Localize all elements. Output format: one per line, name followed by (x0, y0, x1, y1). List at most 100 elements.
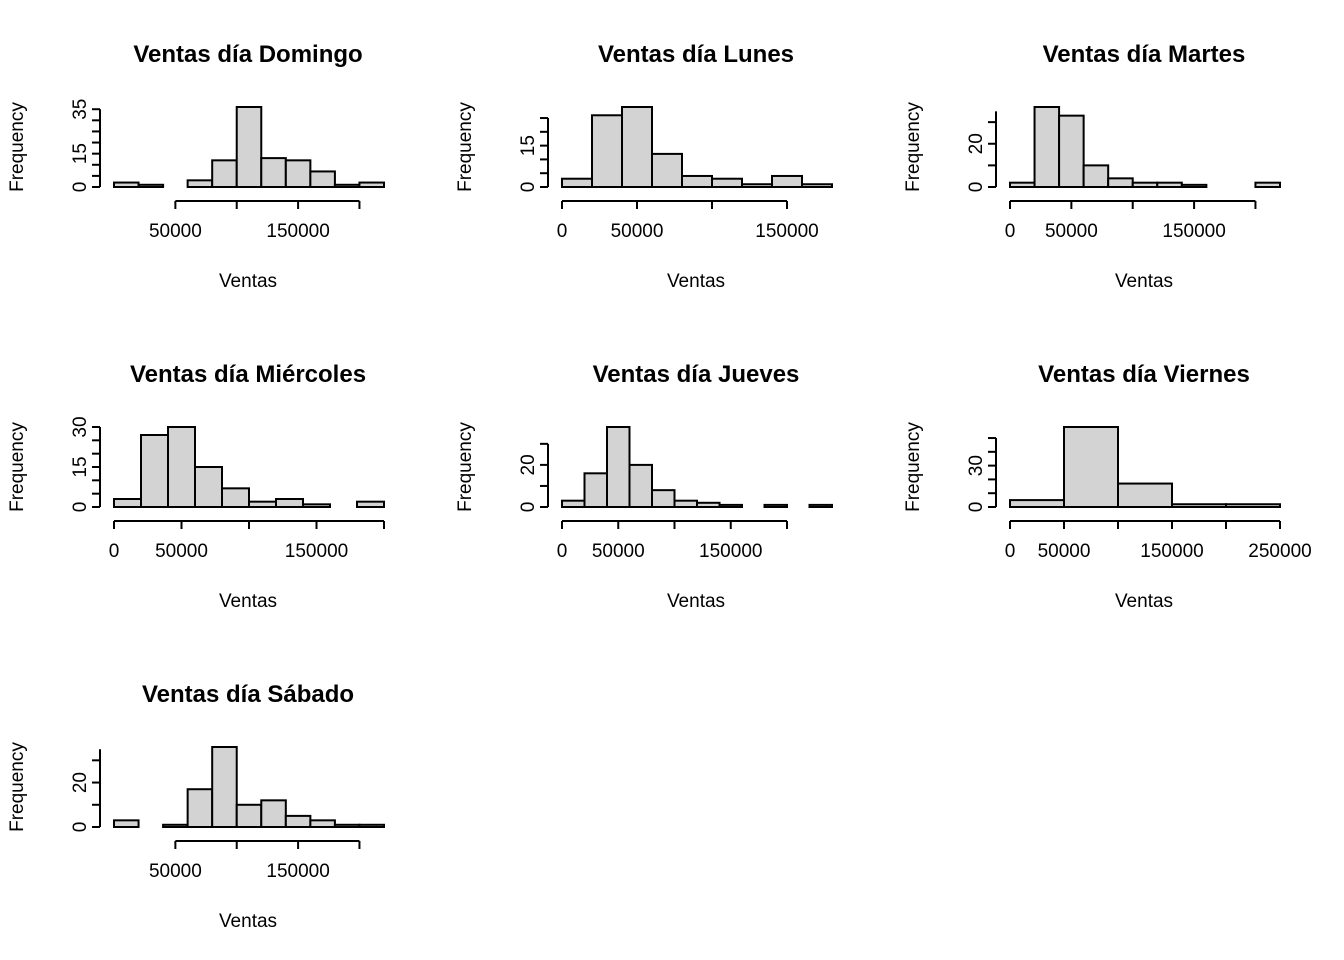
histogram-bar (248, 500, 277, 508)
x-tick-label: 250000 (1248, 541, 1311, 562)
x-tick-label: 50000 (149, 221, 202, 242)
x-axis-label: Ventas (667, 591, 725, 612)
histogram-bar (1254, 181, 1282, 188)
histogram-bar (113, 498, 142, 508)
y-tick-label: 0 (70, 502, 91, 513)
y-tick-label: 35 (70, 99, 91, 120)
x-tick-label: 0 (1005, 541, 1016, 562)
histogram-bar (284, 814, 312, 829)
x-axis-label: Ventas (219, 271, 277, 292)
histogram-bar (162, 823, 189, 828)
histogram-bar (561, 499, 586, 508)
y-tick-label: 30 (966, 455, 987, 476)
histogram-bar (651, 489, 676, 509)
x-tick-label: 0 (557, 221, 568, 242)
histogram-bar (628, 463, 653, 509)
histogram-bar (651, 152, 683, 188)
chart-title: Ventas día Martes (1043, 41, 1246, 68)
histogram-bar (591, 114, 623, 188)
y-tick-label: 15 (70, 456, 91, 477)
x-axis-label: Ventas (219, 911, 277, 932)
histogram-bar (718, 503, 743, 509)
y-tick-label: 20 (966, 133, 987, 154)
histogram-bar (1171, 503, 1227, 509)
histogram-bar (235, 803, 263, 828)
x-axis-label: Ventas (1115, 271, 1173, 292)
x-tick-label: 50000 (149, 861, 202, 882)
histogram-bar (1107, 177, 1134, 188)
histogram-panel: Ventas día Lunes 0 50000 150000 0 15 Ventas Fre… (455, 41, 833, 292)
histogram-panel: Ventas día Viernes 0 50000 150000 250000 0 30 V… (903, 361, 1312, 612)
x-axis-label: Ventas (667, 271, 725, 292)
y-tick-label: 30 (70, 416, 91, 437)
histogram-bar (711, 177, 743, 188)
histogram-bar (673, 499, 698, 508)
x-tick-label: 50000 (611, 221, 664, 242)
histogram-bar (260, 157, 287, 189)
histogram-bar (1117, 482, 1173, 509)
y-axis-label: Frequency (7, 102, 28, 192)
histogram-bar (1180, 183, 1208, 189)
y-tick-label: 0 (70, 822, 91, 833)
histogram-bar (1063, 426, 1119, 508)
x-tick-label: 50000 (1045, 221, 1098, 242)
histogram-bar (1225, 503, 1281, 509)
histogram-bar (260, 799, 287, 828)
x-tick-label: 0 (109, 541, 120, 562)
histogram-bar (1009, 181, 1036, 188)
histogram-bar (763, 503, 788, 509)
y-tick-label: 15 (70, 143, 91, 164)
histogram-bar (696, 501, 721, 508)
x-tick-label: 150000 (266, 861, 329, 882)
y-axis-label: Frequency (7, 742, 28, 832)
histogram-bar (1131, 181, 1159, 188)
histogram-bar (801, 183, 833, 188)
histogram-bar (741, 183, 773, 188)
chart-title: Ventas día Sábado (142, 681, 354, 708)
histogram-bar (1033, 106, 1061, 188)
histogram-bar (561, 177, 593, 188)
y-axis-label: Frequency (903, 102, 924, 192)
histogram-bar (113, 819, 140, 828)
x-axis-label: Ventas (219, 591, 277, 612)
histogram-bar (211, 746, 238, 828)
chart-title: Ventas día Miércoles (130, 361, 366, 388)
chart-title: Ventas día Lunes (598, 41, 794, 68)
chart-title: Ventas día Viernes (1038, 361, 1250, 388)
x-tick-label: 50000 (1038, 541, 1091, 562)
histogram-bar (302, 503, 331, 509)
x-tick-label: 150000 (285, 541, 348, 562)
y-axis-label: Frequency (455, 422, 476, 512)
histogram-bar (309, 819, 336, 828)
histogram-bar (583, 472, 608, 509)
x-axis-label: Ventas (1115, 591, 1173, 612)
y-tick-label: 0 (518, 502, 539, 513)
x-tick-label: 150000 (266, 221, 329, 242)
y-tick-label: 15 (518, 135, 539, 156)
histogram-bar (211, 159, 238, 188)
histogram-bar (140, 434, 169, 508)
y-tick-label: 0 (966, 182, 987, 193)
histogram-bar (186, 788, 214, 829)
histogram-bar (358, 823, 386, 828)
histogram-bar (1009, 499, 1065, 509)
y-tick-label: 0 (966, 502, 987, 513)
chart-title: Ventas día Domingo (133, 41, 362, 68)
histogram-bar (221, 487, 250, 509)
histogram-bar (771, 174, 803, 188)
histogram-bar (333, 823, 361, 828)
y-tick-label: 20 (518, 454, 539, 475)
histogram-panel: Ventas día Jueves 0 50000 150000 0 20 Ventas Fr… (455, 361, 833, 612)
x-tick-label: 150000 (1140, 541, 1203, 562)
histogram-bar (1058, 114, 1085, 188)
x-tick-label: 0 (1005, 221, 1016, 242)
histogram-panel: Ventas día Martes 0 50000 150000 0 20 Ventas Fr… (903, 41, 1282, 292)
histogram-bar (681, 174, 713, 188)
x-tick-label: 150000 (755, 221, 818, 242)
x-tick-label: 50000 (155, 541, 208, 562)
x-tick-label: 0 (557, 541, 568, 562)
histogram-bar (621, 106, 653, 188)
histogram-panel: Ventas día Domingo 50000 150000 0 15 35 Ventas… (7, 41, 386, 292)
histogram-bar (333, 183, 361, 188)
